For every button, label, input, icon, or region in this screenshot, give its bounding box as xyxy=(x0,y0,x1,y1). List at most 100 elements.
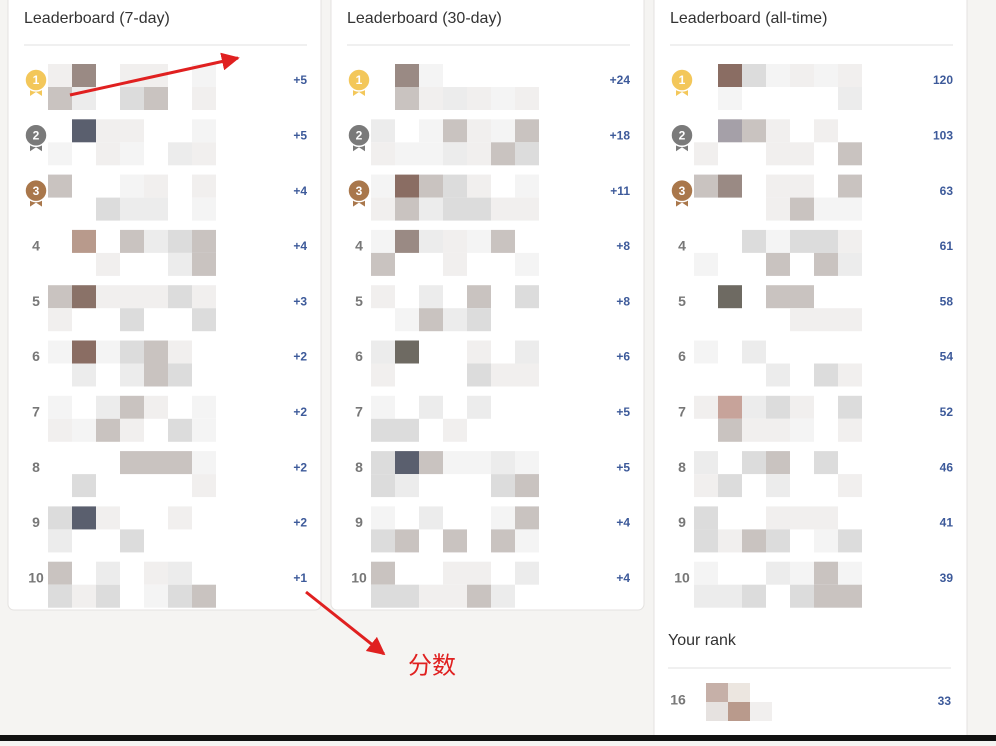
blurred-pixel xyxy=(790,142,814,166)
blurred-pixel xyxy=(728,683,750,702)
medal: 1 xyxy=(670,68,694,96)
blurred-pixel xyxy=(168,506,192,530)
blurred-pixel xyxy=(168,340,192,364)
score: +2 xyxy=(293,460,307,474)
rank: 4 xyxy=(678,238,686,254)
blurred-pixel xyxy=(144,87,168,110)
score: +1 xyxy=(293,571,307,585)
blurred-pixel xyxy=(371,363,395,387)
blurred-pixel xyxy=(395,87,419,110)
blurred-pixel xyxy=(192,64,216,87)
blurred-pixel xyxy=(395,529,419,553)
blurred-pixel xyxy=(491,451,515,475)
score: +5 xyxy=(616,460,630,474)
blurred-pixel xyxy=(515,87,539,110)
blurred-pixel xyxy=(419,119,443,143)
annotation: 分数 xyxy=(408,652,456,679)
rank: 6 xyxy=(355,348,363,364)
rank: 1 xyxy=(679,73,686,87)
blurred-pixel xyxy=(192,197,216,221)
blurred-pixel xyxy=(766,506,790,530)
blurred-pixel xyxy=(371,561,395,585)
blurred-pixel xyxy=(694,529,718,553)
blurred-pixel xyxy=(443,142,467,166)
blurred-pixel xyxy=(814,229,838,253)
rank: 4 xyxy=(355,238,363,254)
panel-title: Leaderboard (30-day) xyxy=(347,10,502,27)
score: +3 xyxy=(293,294,307,308)
score: +2 xyxy=(293,516,307,530)
blurred-pixel xyxy=(192,119,216,143)
medal: 2 xyxy=(347,123,371,152)
blurred-pixel xyxy=(766,395,790,419)
blurred-pixel xyxy=(144,584,168,608)
blurred-pixel xyxy=(742,119,766,143)
blurred-pixel xyxy=(120,529,144,553)
rank: 7 xyxy=(32,404,40,420)
score: +8 xyxy=(616,294,630,308)
blurred-pixel xyxy=(694,506,718,530)
blurred-pixel xyxy=(515,506,539,530)
blurred-pixel xyxy=(718,584,742,608)
blurred-pixel xyxy=(72,474,96,498)
rank: 3 xyxy=(33,184,40,198)
medal: 3 xyxy=(347,178,371,207)
blurred-pixel xyxy=(467,340,491,364)
blurred-pixel xyxy=(515,174,539,198)
blurred-pixel xyxy=(467,308,491,332)
blurred-pixel xyxy=(120,229,144,253)
score: 58 xyxy=(940,294,954,308)
rank: 2 xyxy=(356,128,363,142)
rank: 9 xyxy=(355,514,363,530)
rank: 8 xyxy=(355,459,363,475)
blurred-pixel xyxy=(515,119,539,143)
blurred-pixel xyxy=(467,174,491,198)
blurred-pixel xyxy=(395,174,419,198)
blurred-pixel xyxy=(72,340,96,364)
blurred-pixel xyxy=(838,308,862,332)
blurred-pixel xyxy=(48,395,72,419)
blurred-pixel xyxy=(443,418,467,442)
score: 103 xyxy=(933,128,953,142)
score: +11 xyxy=(610,184,630,198)
blurred-pixel xyxy=(395,64,419,87)
blurred-pixel xyxy=(395,340,419,364)
blurred-pixel xyxy=(48,418,72,442)
medal-disc xyxy=(24,178,48,203)
rank: 3 xyxy=(356,184,363,198)
blurred-pixel xyxy=(144,561,168,585)
blurred-pixel xyxy=(790,506,814,530)
score: +8 xyxy=(616,239,630,253)
blurred-pixel xyxy=(168,142,192,166)
blurred-pixel xyxy=(419,451,443,475)
blurred-pixel xyxy=(96,252,120,276)
blurred-pixel xyxy=(443,529,467,553)
blurred-pixel xyxy=(491,119,515,143)
blurred-pixel xyxy=(814,252,838,276)
rank: 7 xyxy=(678,404,686,420)
blurred-pixel xyxy=(395,418,419,442)
blurred-pixel xyxy=(144,285,168,309)
score: +6 xyxy=(616,350,630,364)
blurred-pixel xyxy=(395,197,419,221)
blurred-pixel xyxy=(96,584,120,608)
blurred-pixel xyxy=(718,64,742,87)
blurred-pixel xyxy=(419,285,443,309)
medal: 1 xyxy=(24,68,48,96)
rank: 2 xyxy=(33,128,40,142)
blurred-pixel xyxy=(467,451,491,475)
blurred-pixel xyxy=(371,252,395,276)
score: 46 xyxy=(940,460,954,474)
blurred-pixel xyxy=(491,474,515,498)
blurred-pixel xyxy=(371,340,395,364)
blurred-pixel xyxy=(790,285,814,309)
medal: 3 xyxy=(670,178,694,207)
blurred-pixel xyxy=(192,229,216,253)
blurred-pixel xyxy=(706,683,728,702)
blurred-pixel xyxy=(192,174,216,198)
blurred-pixel xyxy=(491,506,515,530)
blurred-pixel xyxy=(96,395,120,419)
score: +4 xyxy=(616,571,630,585)
blurred-pixel xyxy=(766,474,790,498)
